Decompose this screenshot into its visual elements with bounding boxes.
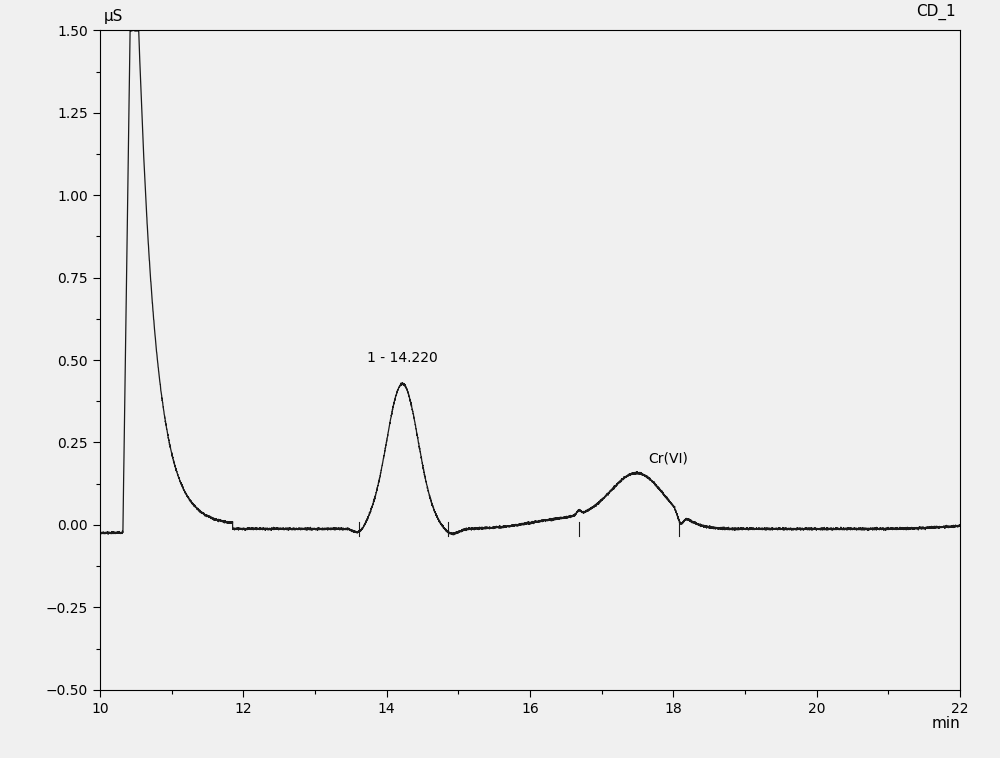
Text: min: min <box>931 716 960 731</box>
Text: CD_1: CD_1 <box>916 5 956 20</box>
Text: Cr(VI): Cr(VI) <box>648 451 688 465</box>
Text: 1 - 14.220: 1 - 14.220 <box>367 351 437 365</box>
Text: μS: μS <box>104 9 123 23</box>
